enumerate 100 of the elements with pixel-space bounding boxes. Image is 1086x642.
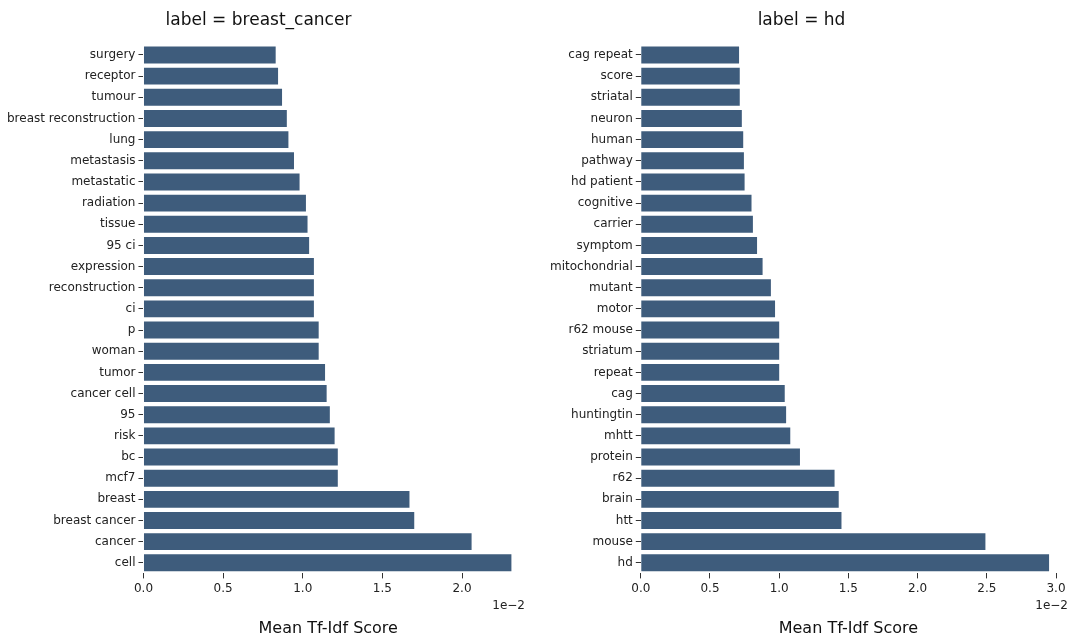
bar — [641, 512, 842, 529]
y-tick-label: htt — [615, 512, 634, 527]
y-tick-label: mouse — [592, 533, 633, 548]
y-tick-label: mhtt — [604, 427, 634, 442]
y-tick-label: reconstruction — [48, 279, 136, 294]
bar — [143, 448, 338, 466]
y-tick-label: hd — [617, 554, 633, 569]
bar — [143, 110, 287, 127]
y-tick-label: p — [127, 322, 136, 337]
bar — [641, 427, 791, 445]
x-axis-title: Mean Tf-Idf Score — [778, 617, 919, 637]
y-tick-label: human — [590, 131, 633, 146]
y-tick-label: neuron — [590, 110, 633, 125]
bar — [143, 406, 330, 424]
y-tick-label: cancer — [94, 533, 136, 548]
bar — [641, 385, 785, 402]
y-tick-label: cell — [114, 554, 136, 569]
bar — [143, 554, 512, 572]
y-tick-label: bc — [121, 449, 136, 464]
bar — [143, 427, 335, 445]
x-tick-label: 3.0 — [1046, 580, 1066, 595]
y-tick-label: repeat — [593, 364, 634, 379]
x-tick-label: 2.5 — [977, 580, 997, 595]
y-tick-label: radiation — [81, 195, 136, 210]
y-tick-label: cognitive — [577, 195, 633, 210]
bar — [641, 406, 787, 424]
y-tick-label: 95 ci — [106, 237, 136, 252]
bar — [143, 173, 300, 191]
y-tick-label: receptor — [84, 68, 136, 83]
bar — [143, 300, 314, 318]
y-tick-label: carrier — [593, 216, 633, 231]
y-tick-label: r62 — [612, 470, 633, 485]
y-tick-label: r62 mouse — [568, 322, 633, 337]
bar — [641, 236, 758, 254]
chart-title: label = breast_cancer — [165, 8, 352, 30]
text: 1e−2 — [1035, 597, 1068, 612]
bar — [641, 131, 744, 149]
chart-title: label = hd — [757, 8, 846, 29]
x-tick-label: 0.5 — [700, 580, 720, 595]
y-tick-label: breast cancer — [53, 512, 136, 527]
y-tick-label: expression — [70, 258, 136, 273]
bar — [641, 110, 742, 127]
bar — [641, 300, 776, 318]
y-tick-label: brain — [601, 491, 633, 506]
bar — [641, 67, 740, 85]
bar — [641, 469, 835, 487]
y-tick-label: metastasis — [70, 152, 136, 167]
y-tick-label: metastatic — [71, 174, 136, 189]
y-tick-label: striatal — [590, 89, 633, 104]
y-tick-label: symptom — [576, 237, 633, 252]
y-tick-label: tissue — [99, 216, 136, 231]
y-tick-label: ci — [125, 301, 136, 316]
bar — [143, 490, 410, 508]
bar — [641, 152, 744, 170]
y-tick-label: tumor — [99, 364, 136, 379]
bar — [641, 279, 771, 297]
y-tick-label: woman — [91, 343, 136, 358]
bar — [143, 88, 283, 106]
bar — [143, 194, 306, 212]
bar — [641, 258, 763, 276]
y-tick-label: cag — [611, 385, 633, 400]
bar — [143, 469, 338, 487]
y-tick-label: score — [600, 68, 633, 83]
y-tick-label: surgery — [89, 47, 136, 62]
bar — [641, 448, 800, 466]
bar — [641, 321, 780, 339]
bar — [143, 385, 327, 402]
bar — [641, 342, 780, 360]
y-tick-label: huntingtin — [571, 406, 633, 421]
bar — [143, 363, 326, 381]
x-tick-label: 0.5 — [213, 580, 233, 595]
y-tick-label: striatum — [582, 343, 633, 358]
y-tick-label: cancer cell — [70, 385, 136, 400]
bar — [143, 533, 472, 551]
y-tick-label: 95 — [120, 406, 136, 421]
x-tick-label: 1.0 — [769, 580, 789, 595]
bar — [143, 46, 276, 64]
y-tick-label: hd patient — [571, 174, 634, 189]
bar — [641, 194, 752, 212]
bar — [641, 88, 740, 106]
bar — [641, 490, 839, 508]
y-tick-label: mitochondrial — [550, 258, 633, 273]
bar — [143, 258, 314, 276]
x-tick-label: 1.5 — [372, 580, 392, 595]
bar — [143, 321, 319, 339]
bar — [143, 279, 314, 297]
x-tick-label: 1.0 — [293, 580, 313, 595]
text: 1e−2 — [492, 597, 525, 612]
bar — [143, 215, 308, 233]
bar — [641, 554, 1050, 572]
bar — [143, 67, 279, 85]
y-tick-label: motor — [596, 301, 633, 316]
bar — [641, 46, 740, 64]
x-tick-label: 0.0 — [133, 580, 154, 595]
x-tick-label: 1.5 — [838, 580, 858, 595]
bar — [143, 236, 310, 254]
y-tick-label: tumour — [91, 89, 136, 104]
x-tick-label: 0.0 — [631, 580, 651, 595]
y-tick-label: protein — [590, 449, 633, 464]
bar — [143, 152, 294, 170]
